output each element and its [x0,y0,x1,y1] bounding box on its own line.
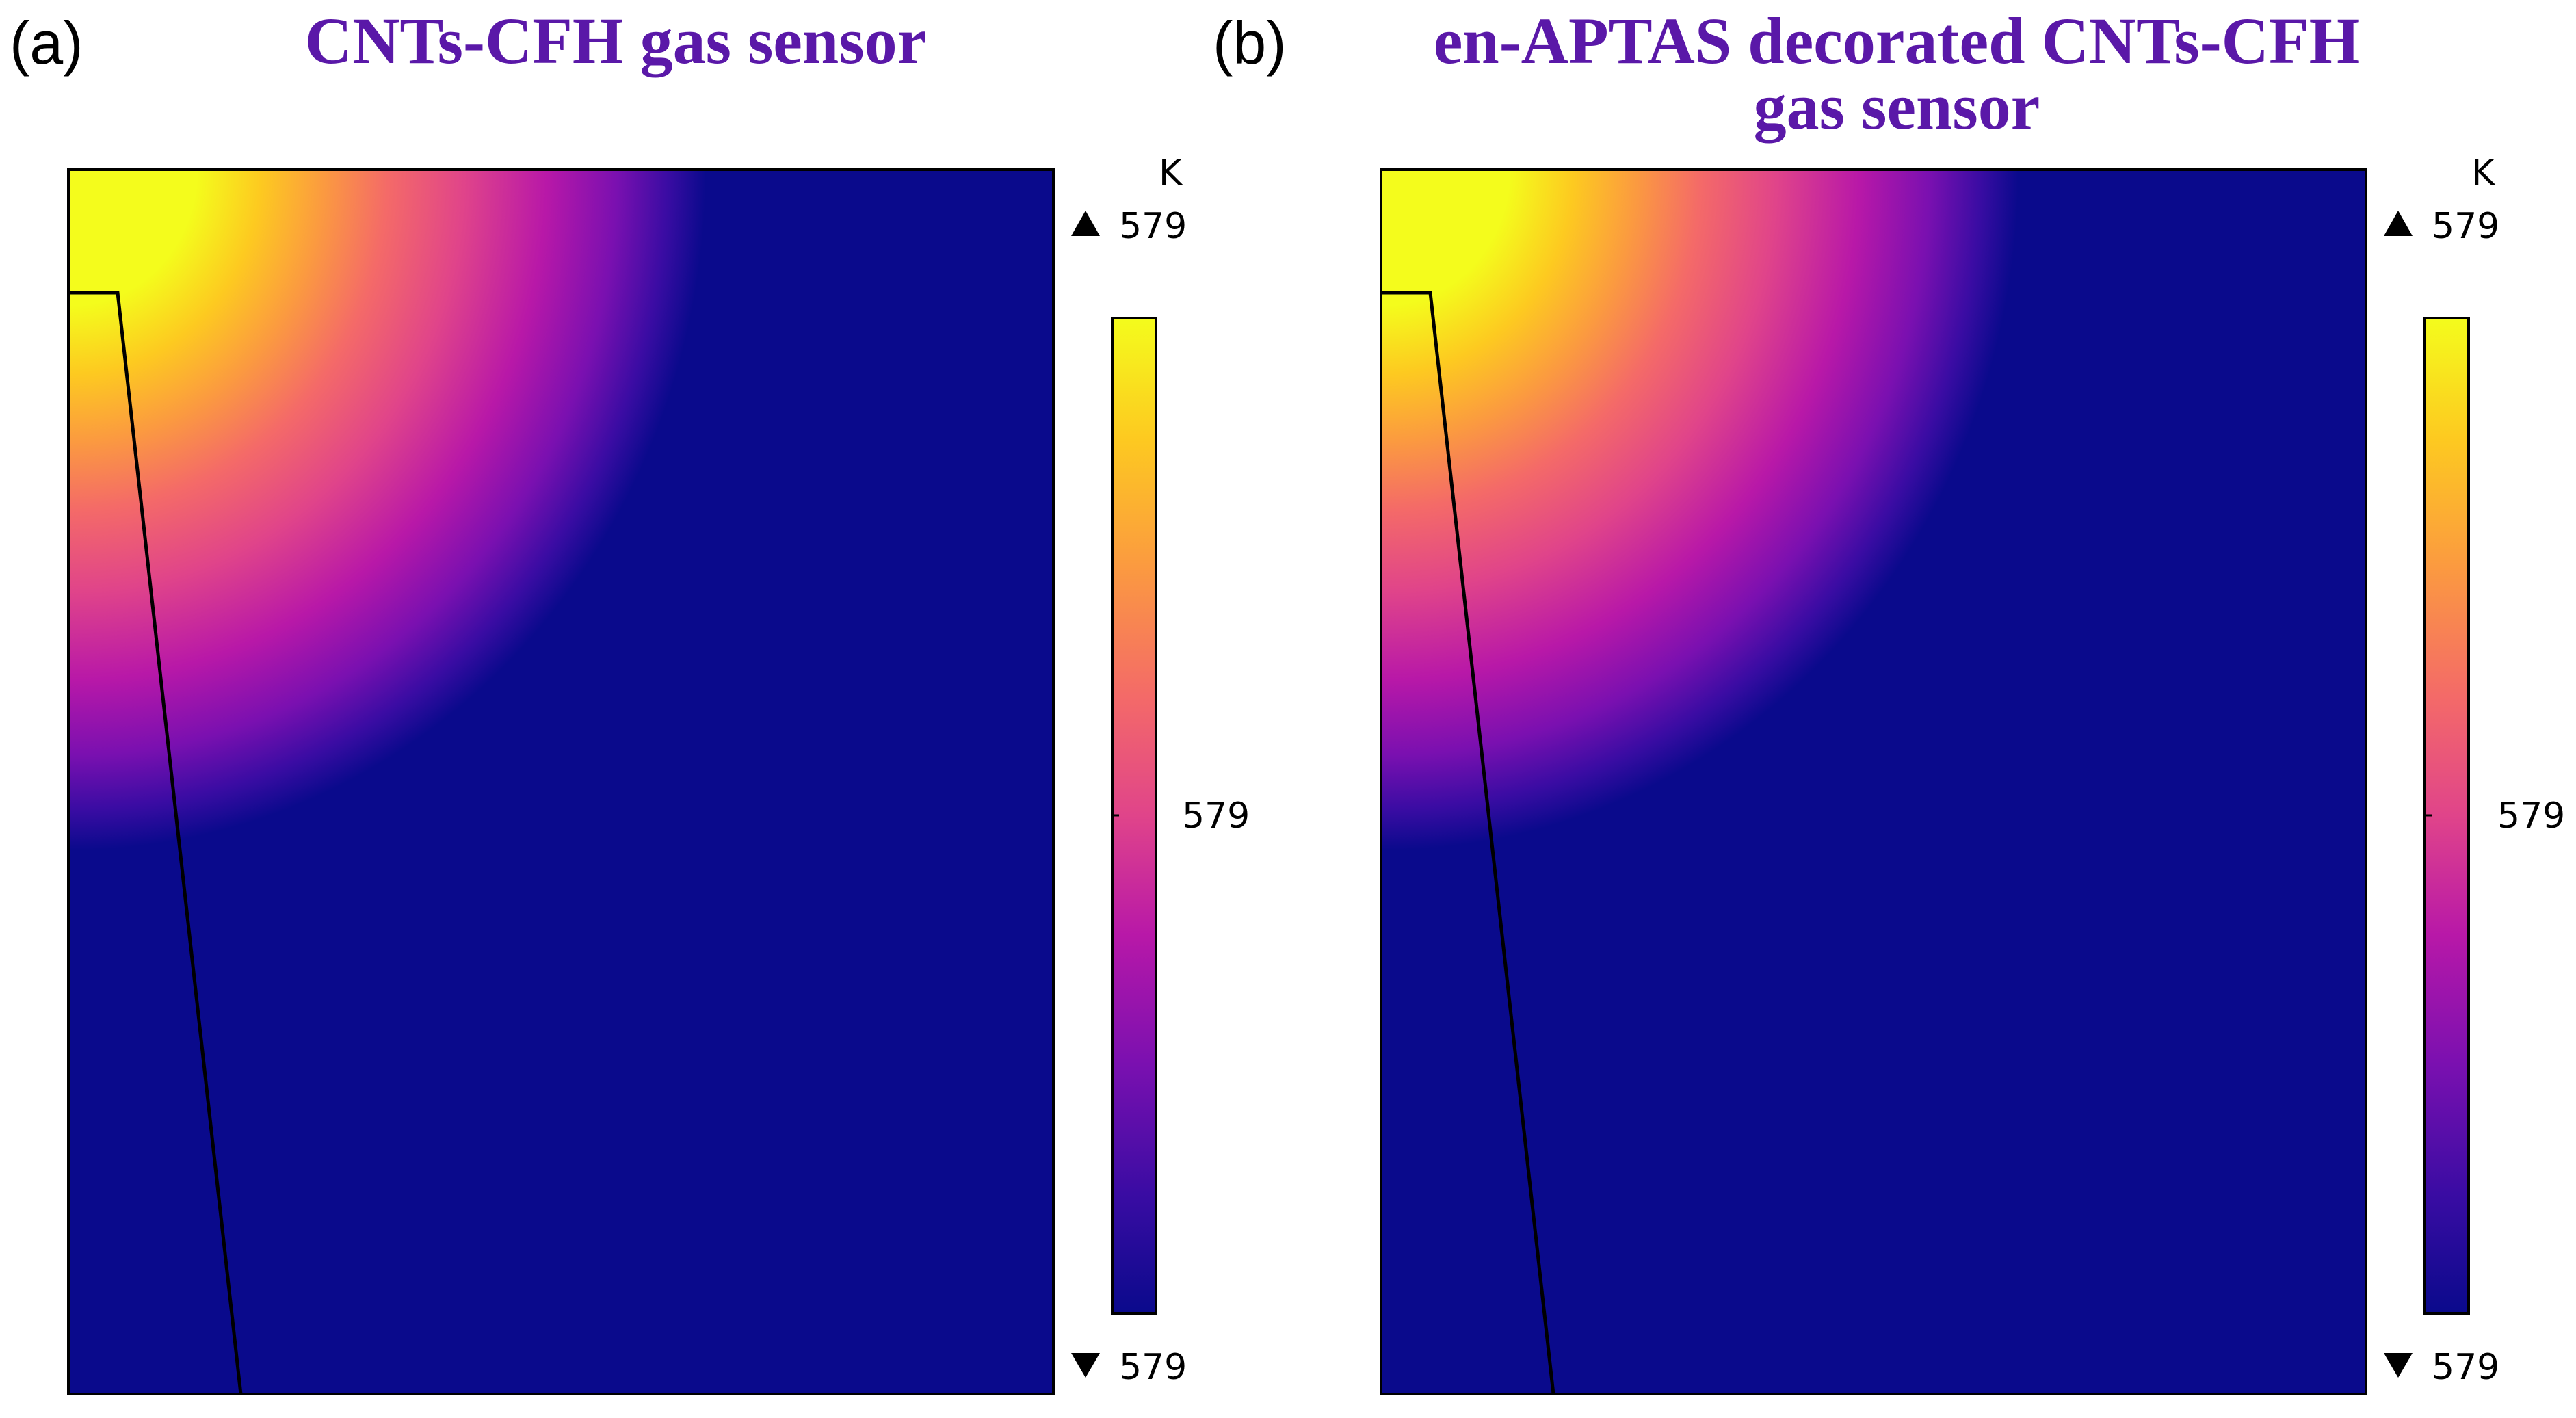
colorbar-mid-label: 579 [2497,796,2565,837]
heatmap-plot: K 579 579 579 [1380,153,2565,1395]
colorbar-min-label: 579 [2432,1347,2499,1388]
colorbar-unit: K [1159,153,1183,194]
triangle-down-icon [2384,1353,2413,1378]
colorbar [1111,317,1157,1315]
colorbar-min-label: 579 [1119,1347,1187,1388]
colorbar-max-label: 579 [1119,206,1187,247]
panel-b: (b) en-APTAS decorated CNTs-CFH gas sens… [1213,0,2576,1418]
triangle-up-icon [1071,211,1100,236]
panel-label: (a) [10,9,83,77]
plot-frame [1380,168,2367,1395]
heatmap-field [68,170,1053,1394]
colorbar-mid-label: 579 [1182,796,1250,837]
panel-title: CNTs-CFH gas sensor [304,4,927,77]
panel-a: (a) CNTs-CFH gas sensor [10,4,1250,1395]
boundary-line [1381,291,1555,1395]
colorbar-max-label: 579 [2432,206,2499,247]
triangle-up-icon [2384,211,2413,236]
panel-title: en-APTAS decorated CNTs-CFH gas sensor [1433,4,2361,143]
heatmap-field [1381,170,2366,1394]
heatmap-plot: K 579 579 579 [67,153,1250,1395]
colorbar-unit: K [2471,153,2496,194]
panel-label: (b) [1213,9,1287,77]
colorbar [2423,317,2470,1315]
plot-frame [67,168,1055,1395]
triangle-down-icon [1071,1353,1100,1378]
boundary-line [68,291,243,1395]
